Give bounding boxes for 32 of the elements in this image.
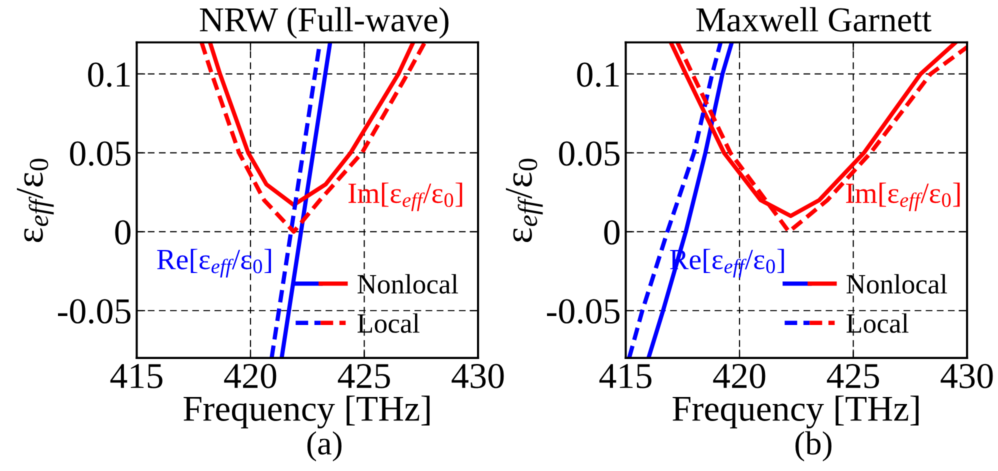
y-tick-label: -0.05 [58,299,130,324]
text: (a) [307,431,342,462]
y-tick-label: 0.05 [70,141,130,166]
text: (b) [796,431,832,462]
legend-label: Nonlocal [358,274,458,294]
chart-title: NRW (Full-wave) [200,7,448,39]
y-axis-title: ε$_{eff}$/ε$_{0}$ [506,158,543,242]
x-tick-label: 425 [826,364,879,388]
y-tick-label: 0.05 [559,141,620,166]
x-tick-label: 430 [452,364,504,388]
legend-label: Local [846,313,908,333]
x-tick-label: 415 [110,364,162,388]
x-tick-label: 420 [713,364,766,388]
y-tick-label: -0.05 [547,299,620,324]
annotation: Im[ε$_{eff}$/ε$_{0}$] [348,182,462,212]
x-tick-label: 430 [940,364,993,388]
y-tick-label: 0.1 [577,62,619,87]
x-axis-title: Frequency [THz] [672,396,919,428]
chart-title: Maxwell Garnett [696,7,932,32]
x-axis-title: Frequency [THz] [184,396,430,428]
legend-label: Local [358,313,420,333]
y-tick-label: 0 [604,220,620,245]
x-tick-label: 420 [224,364,276,388]
y-tick-label: 0 [115,220,130,245]
y-axis-title: ε$_{eff}$/ε$_{0}$ [16,158,54,242]
x-tick-label: 425 [338,364,390,388]
line-series [627,42,723,358]
annotation: Im[ε$_{eff}$/ε$_{0}$] [846,182,960,212]
y-tick-label: 0.1 [88,62,130,87]
x-tick-label: 415 [599,364,652,388]
annotation: Re[ε$_{eff}$/ε$_{0}$] [157,248,271,278]
legend-label: Nonlocal [846,274,948,294]
